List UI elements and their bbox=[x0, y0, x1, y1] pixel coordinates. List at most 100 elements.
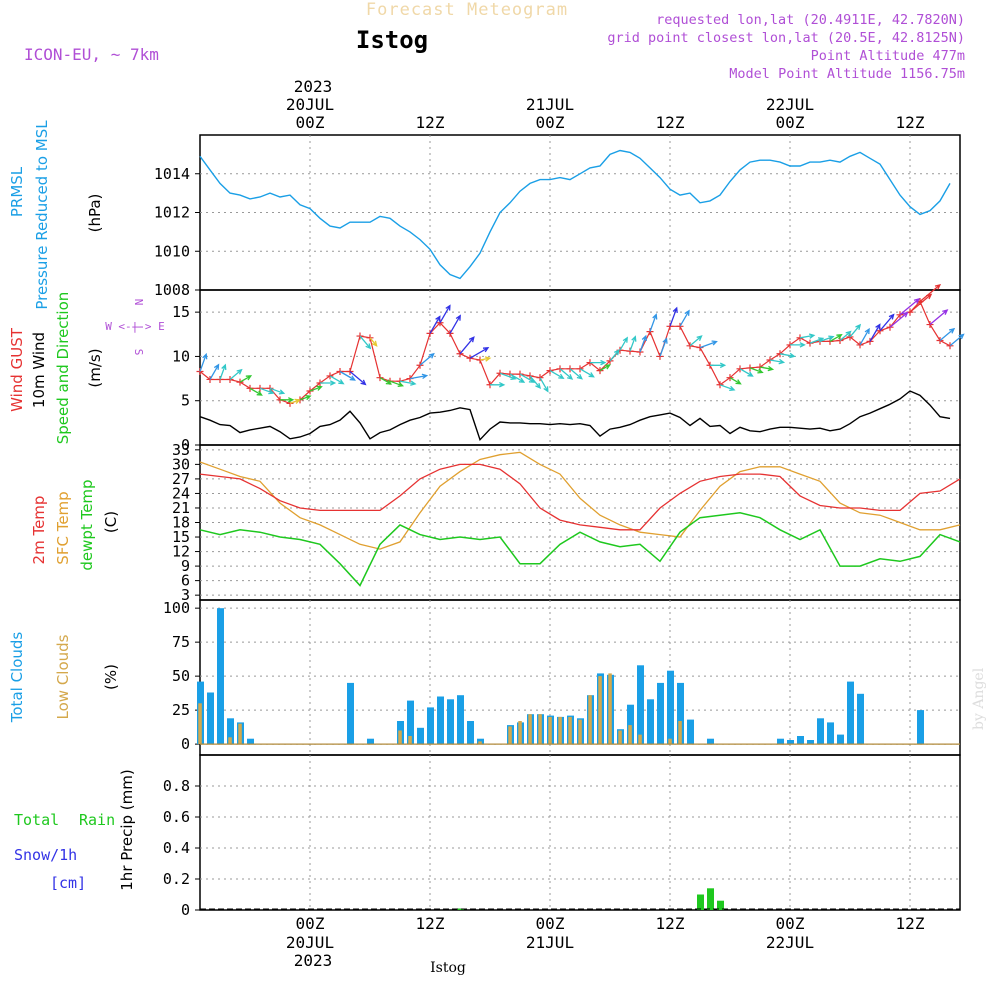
bottom-date-label: 21JUL bbox=[526, 933, 574, 952]
wind-arrow bbox=[679, 309, 690, 327]
wind-arrow bbox=[519, 373, 536, 383]
wind-arrow bbox=[579, 368, 595, 378]
low-cloud-bar bbox=[588, 695, 592, 745]
gust-marker bbox=[726, 374, 734, 382]
rain-bar bbox=[717, 900, 724, 910]
wind-arrow bbox=[249, 387, 263, 396]
total-cloud-bar bbox=[367, 738, 374, 745]
y-tick-label: 18 bbox=[172, 514, 190, 532]
precip-label-cm: [cm] bbox=[50, 874, 86, 892]
wind-arrow bbox=[569, 368, 583, 380]
wind-label-gust: Wind GUST bbox=[8, 327, 26, 412]
wind-arrow bbox=[729, 377, 742, 385]
model-altitude: Model Point Altitude 1156.75m bbox=[729, 66, 965, 82]
point-altitude: Point Altitude 477m bbox=[811, 48, 965, 64]
gust-marker bbox=[676, 322, 684, 330]
wind-arrow bbox=[369, 337, 378, 347]
total-cloud-bar bbox=[627, 704, 634, 745]
precip-label-total: Total bbox=[14, 811, 59, 829]
wind-arrow bbox=[659, 337, 668, 357]
wind-arrow bbox=[919, 283, 942, 302]
watermark: by Angel bbox=[971, 667, 987, 730]
total-cloud-bar bbox=[847, 681, 854, 745]
clouds-label-low: Low Clouds bbox=[54, 634, 72, 719]
wind-arrow bbox=[689, 335, 703, 347]
panel-precip: 0 0.2 0.4 0.6 0.8 bbox=[163, 754, 961, 919]
low-cloud-bar bbox=[238, 723, 242, 745]
wind-arrow bbox=[889, 311, 909, 328]
wind-arrow bbox=[349, 371, 367, 386]
gust-marker bbox=[346, 367, 354, 375]
precip-unit: 1hr Precip (mm) bbox=[118, 769, 136, 890]
wind-arrow bbox=[759, 365, 775, 372]
wind-arrow bbox=[879, 313, 895, 332]
y-tick-label: 0 bbox=[181, 436, 190, 454]
wind-arrow bbox=[239, 375, 253, 383]
top-tick-label: 12Z bbox=[656, 113, 685, 132]
gust-marker bbox=[376, 374, 384, 382]
precip-label-rain: Rain bbox=[79, 811, 115, 829]
total-cloud-bar bbox=[807, 740, 814, 745]
y-tick-label: 50 bbox=[172, 667, 190, 685]
total-cloud-bar bbox=[817, 718, 824, 745]
y-tick-label: 1008 bbox=[154, 281, 190, 299]
wind-arrow bbox=[790, 342, 806, 348]
wind-arrow bbox=[459, 336, 475, 355]
low-cloud-bar bbox=[198, 703, 202, 745]
wind-arrow bbox=[849, 323, 862, 338]
model-label: ICON-EU, ~ 7km bbox=[24, 45, 159, 64]
low-cloud-bar bbox=[408, 736, 412, 745]
low-cloud-bar bbox=[518, 721, 522, 745]
low-cloud-bar bbox=[568, 716, 572, 745]
compass-we: W <-|-> E bbox=[105, 320, 165, 333]
gust-marker bbox=[646, 328, 654, 336]
temp-2m-line bbox=[199, 463, 961, 531]
total-cloud-bar bbox=[667, 670, 674, 745]
wind-arrow bbox=[929, 309, 949, 325]
y-tick-label: 0 bbox=[181, 901, 190, 919]
y-tick-label: 12 bbox=[172, 543, 190, 561]
compass-bar: | bbox=[132, 324, 145, 331]
total-cloud-bar bbox=[467, 721, 474, 745]
low-cloud-bar bbox=[558, 716, 562, 745]
wind-arrow bbox=[769, 358, 786, 365]
clouds-unit: (%) bbox=[102, 664, 120, 690]
gust-marker bbox=[806, 339, 814, 347]
low-cloud-bar bbox=[478, 741, 482, 745]
total-cloud-bar bbox=[437, 696, 444, 745]
wind-arrow bbox=[599, 364, 612, 372]
top-tick-label: 12Z bbox=[896, 113, 925, 132]
bottom-tick-label: 00Z bbox=[536, 914, 565, 933]
super-title: Forecast Meteogram bbox=[366, 0, 568, 20]
wind-arrow bbox=[619, 336, 628, 351]
bottom-year-label: 2023 bbox=[294, 951, 333, 970]
wind-arrow bbox=[739, 368, 754, 377]
y-tick-label: 5 bbox=[181, 392, 190, 410]
wind-arrow bbox=[479, 356, 492, 362]
rain-bar bbox=[707, 888, 714, 910]
y-tick-label: 21 bbox=[172, 499, 190, 517]
pressure-label-prmsl: PRMSL bbox=[8, 166, 26, 217]
low-cloud-bar bbox=[618, 730, 622, 745]
y-tick-label: 0.6 bbox=[163, 808, 190, 826]
y-tick-label: 1014 bbox=[154, 165, 190, 183]
wind-arrow bbox=[829, 334, 843, 342]
wind-arrow bbox=[639, 334, 647, 353]
y-tick-label: 33 bbox=[172, 441, 190, 459]
gust-marker bbox=[336, 367, 344, 375]
gust-marker bbox=[666, 322, 674, 330]
wind-arrow bbox=[320, 380, 337, 386]
top-tick-label: 00Z bbox=[296, 113, 325, 132]
total-cloud-bar bbox=[347, 682, 354, 745]
requested-coords: requested lon,lat (20.4911E, 42.7820N) bbox=[656, 12, 965, 28]
pressure-label-desc: Pressure Reduced to MSL bbox=[33, 120, 51, 310]
pressure-unit: (hPa) bbox=[86, 194, 104, 233]
bottom-date-labels: 20JUL 21JUL 22JUL bbox=[286, 933, 814, 952]
wind-arrow bbox=[449, 314, 461, 334]
wind-arrow bbox=[529, 375, 542, 390]
wind-arrow bbox=[209, 363, 220, 380]
total-cloud-bar bbox=[917, 710, 924, 745]
total-cloud-bar bbox=[687, 719, 694, 745]
low-cloud-bar bbox=[508, 726, 512, 745]
